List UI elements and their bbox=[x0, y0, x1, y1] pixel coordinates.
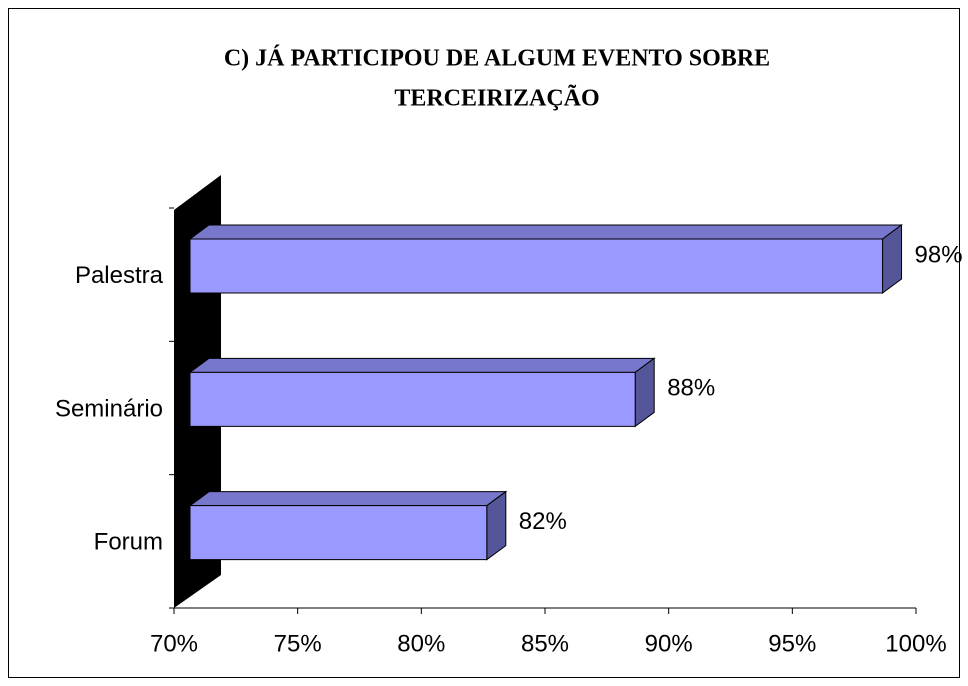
x-tick-label: 95% bbox=[768, 630, 816, 657]
bar bbox=[188, 357, 656, 428]
chart-border bbox=[8, 8, 960, 678]
y-tick-label: Seminário bbox=[55, 395, 163, 422]
value-label: 98% bbox=[915, 241, 963, 268]
x-tick-label: 100% bbox=[885, 630, 946, 657]
value-label: 82% bbox=[519, 508, 567, 535]
y-tick-label: Forum bbox=[94, 529, 163, 556]
bar bbox=[188, 490, 508, 561]
bar bbox=[188, 224, 904, 294]
bar-top bbox=[188, 357, 656, 373]
bar-front bbox=[189, 371, 636, 427]
bar-front bbox=[189, 505, 488, 561]
chart-title: C) JÁ PARTICIPOU DE ALGUM EVENTO SOBRE bbox=[224, 46, 770, 72]
x-tick-label: 90% bbox=[645, 630, 693, 657]
bar-front bbox=[189, 238, 884, 294]
x-tick-label: 70% bbox=[150, 630, 198, 657]
x-tick-label: 80% bbox=[397, 630, 445, 657]
y-tick-label: Palestra bbox=[75, 262, 164, 289]
x-tick-label: 85% bbox=[521, 630, 569, 657]
chart-title: TERCEIRIZAÇÃO bbox=[394, 86, 599, 112]
x-tick-label: 75% bbox=[274, 630, 322, 657]
bar-top bbox=[188, 491, 508, 507]
value-label: 88% bbox=[667, 375, 715, 402]
bar-top bbox=[188, 224, 904, 240]
